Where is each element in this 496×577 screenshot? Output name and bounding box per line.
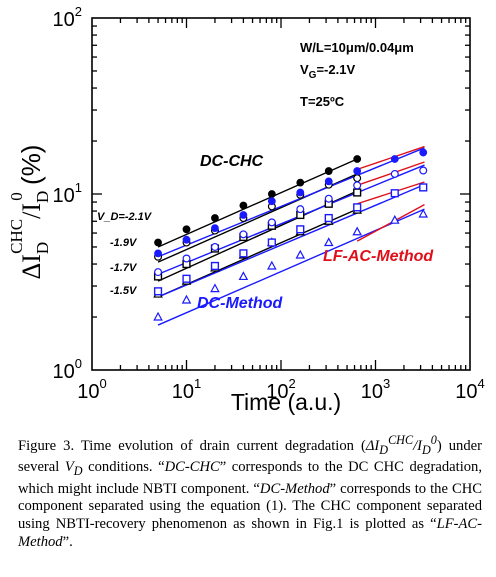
data-point xyxy=(390,169,399,178)
data-point xyxy=(390,189,399,198)
data-point xyxy=(267,190,276,198)
data-point xyxy=(211,214,219,222)
data-point xyxy=(352,226,362,236)
series-dc-method-17 xyxy=(153,183,428,296)
data-point xyxy=(182,274,191,283)
data-point xyxy=(239,201,248,210)
condition-temp: T=25ºC xyxy=(300,94,345,109)
y-label-unit: (%) xyxy=(16,145,46,193)
data-point xyxy=(267,260,277,270)
vd-label-2-1: V_D=-2.1V xyxy=(97,211,153,223)
x-tick-label: 103 xyxy=(361,376,390,403)
vd-label-1-7: -1.7V xyxy=(110,262,138,274)
condition-wl: W/L=10μm/0.04μm xyxy=(300,40,414,55)
y-label-sup2: 0 xyxy=(7,192,26,201)
fit-line xyxy=(157,164,425,275)
series-dc-chc-21 xyxy=(154,155,362,247)
data-point xyxy=(210,283,220,293)
data-point xyxy=(353,188,362,197)
y-label-sub: D xyxy=(33,242,52,254)
x-tick-label: 104 xyxy=(455,376,484,403)
data-point xyxy=(267,197,276,206)
data-point xyxy=(323,237,334,247)
data-point xyxy=(154,268,163,277)
fit-line xyxy=(356,145,425,171)
y-axis-label: ΔIDCHC/ID0 (%) xyxy=(7,145,52,280)
y-label-slash: /I xyxy=(17,203,46,219)
data-point xyxy=(353,174,362,183)
data-point xyxy=(390,155,399,163)
data-point xyxy=(324,194,333,203)
data-point xyxy=(153,287,163,296)
data-point xyxy=(419,166,428,175)
data-point xyxy=(389,214,400,224)
conditions-box: W/L=10μm/0.04μm VG=-2.1V T=25ºC xyxy=(300,40,414,109)
label-dc-method: DC-Method xyxy=(197,295,284,312)
data-point xyxy=(296,205,305,214)
y-label-sup: CHC xyxy=(7,219,26,254)
data-point xyxy=(324,167,333,175)
data-point xyxy=(182,254,191,263)
series-dc-method-19 xyxy=(154,166,428,277)
data-point xyxy=(182,235,191,244)
data-point xyxy=(353,167,362,175)
x-tick-label: 100 xyxy=(77,376,106,403)
vd-label-1-5: -1.5V xyxy=(110,285,138,297)
tick-labels: 100 101 102 103 104 100 101 102 xyxy=(53,4,485,403)
data-point xyxy=(296,225,305,234)
data-point xyxy=(181,294,192,304)
data-point xyxy=(267,238,276,247)
data-point xyxy=(154,249,162,258)
data-point xyxy=(267,218,276,227)
label-lf-ac-method: LF-AC-Method xyxy=(323,248,434,265)
data-markers xyxy=(153,148,429,321)
data-point xyxy=(182,225,191,234)
plot-border xyxy=(91,17,471,371)
data-point xyxy=(324,213,333,223)
data-point xyxy=(419,183,428,192)
y-tick-label: 102 xyxy=(53,4,82,31)
fit-line xyxy=(157,147,425,258)
fit-lines xyxy=(157,145,425,326)
plot-frame xyxy=(91,17,471,371)
label-dc-chc: DC-CHC xyxy=(200,153,264,170)
series-dc-method-15 xyxy=(153,208,429,321)
data-point xyxy=(211,224,219,233)
series-dc-method-21 xyxy=(154,148,428,258)
data-point xyxy=(210,242,219,251)
data-point xyxy=(154,238,162,247)
data-point xyxy=(353,203,362,212)
condition-vg: VG=-2.1V xyxy=(300,62,355,81)
data-point xyxy=(296,178,305,187)
fit-line xyxy=(157,158,358,248)
figure-caption: Figure 3. Time evolution of drain curren… xyxy=(18,433,482,550)
data-point xyxy=(239,211,248,219)
data-point xyxy=(296,188,305,197)
vd-label-1-9: -1.9V xyxy=(110,237,138,249)
data-point xyxy=(353,181,362,190)
svg-text:ΔIDCHC/ID0 (%): ΔIDCHC/ID0 (%) xyxy=(7,145,52,280)
x-tick-label: 102 xyxy=(266,376,295,403)
y-tick-label: 100 xyxy=(53,356,82,383)
data-point xyxy=(295,249,306,259)
data-point xyxy=(418,208,429,218)
y-label-sub2: D xyxy=(33,191,52,203)
x-axis-label: Time (a.u.) xyxy=(231,389,341,415)
data-point xyxy=(419,148,428,157)
data-point xyxy=(239,230,248,239)
data-point xyxy=(153,311,163,321)
data-point xyxy=(239,249,248,258)
data-point xyxy=(238,271,249,281)
data-point xyxy=(210,261,220,271)
x-tick-label: 101 xyxy=(172,376,201,403)
data-point xyxy=(353,155,362,163)
data-point xyxy=(324,177,333,186)
y-label-main: ΔI xyxy=(17,254,46,279)
fit-line xyxy=(157,184,425,298)
y-tick-label: 101 xyxy=(53,180,82,207)
